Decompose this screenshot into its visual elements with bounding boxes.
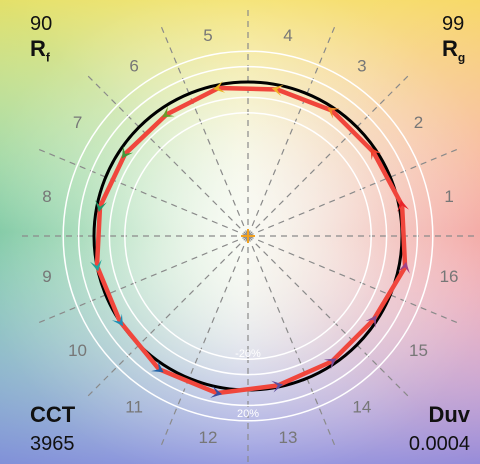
ring — [108, 96, 388, 376]
ring-label-minus20: -20% — [235, 348, 261, 360]
arrow-bin-16 — [398, 261, 410, 274]
hue-bin-dividers — [18, 6, 478, 464]
rf-metric: 90 Rf — [30, 14, 52, 63]
arrow-bin-12 — [210, 386, 223, 398]
ring — [77, 65, 419, 407]
ring-percent-labels: -20% 20% — [235, 348, 261, 420]
bin-divider — [247, 72, 412, 237]
bin-divider — [247, 235, 461, 325]
bin-divider — [159, 23, 249, 237]
arrow-bin-7 — [122, 146, 134, 159]
duv-metric: Duv 0.0004 — [408, 402, 470, 455]
ring-label-plus20: 20% — [237, 408, 259, 420]
ring — [124, 112, 372, 360]
bin-label-15: 15 — [409, 341, 428, 360]
arrow-bin-1 — [397, 200, 409, 212]
duv-label: Duv — [428, 402, 470, 427]
arrow-bin-9 — [90, 259, 102, 272]
arrow-bin-11 — [151, 361, 164, 373]
bin-label-3: 3 — [357, 57, 366, 76]
bin-label-5: 5 — [203, 26, 212, 45]
bin-divider — [35, 235, 249, 325]
bin-divider — [247, 23, 337, 237]
cct-value: 3965 — [30, 433, 75, 455]
rg-value: 99 — [442, 13, 465, 35]
bin-label-7: 7 — [73, 113, 82, 132]
bin-divider — [84, 72, 249, 237]
bin-label-9: 9 — [42, 267, 51, 286]
bin-label-8: 8 — [42, 187, 51, 206]
hue-shift-arrows — [90, 81, 410, 398]
arrow-bin-3 — [327, 107, 340, 119]
bin-label-16: 16 — [440, 267, 459, 286]
rg-label: Rg — [442, 36, 466, 65]
rf-label-main: R — [30, 36, 46, 61]
bin-label-11: 11 — [125, 397, 143, 416]
center-marker — [241, 229, 255, 243]
rg-label-main: R — [442, 36, 458, 61]
rf-value: 90 — [30, 13, 53, 35]
cct-label: CCT — [30, 402, 76, 427]
arrow-bin-6 — [162, 106, 175, 118]
rg-label-sub: g — [457, 50, 466, 65]
arrow-bin-4 — [271, 84, 284, 97]
bin-divider — [159, 235, 249, 449]
bin-label-4: 4 — [283, 26, 292, 45]
ring — [62, 50, 434, 422]
rf-label-sub: f — [45, 50, 50, 65]
arrow-bin-10 — [111, 313, 123, 327]
bin-divider — [247, 235, 412, 400]
arrow-bin-2 — [370, 147, 382, 161]
bin-divider — [247, 235, 337, 449]
bin-label-14: 14 — [352, 397, 371, 416]
bin-divider — [35, 147, 249, 237]
rf-label: Rf — [30, 36, 52, 65]
bin-divider — [84, 235, 249, 400]
bin-label-12: 12 — [199, 428, 218, 447]
arrow-bin-8 — [95, 200, 107, 212]
arrow-bin-13 — [271, 380, 284, 393]
bin-label-10: 10 — [68, 341, 87, 360]
reference-rings — [62, 50, 434, 422]
bin-label-1: 1 — [444, 187, 453, 206]
cct-metric: CCT 3965 — [30, 402, 76, 455]
bin-label-13: 13 — [279, 428, 298, 447]
duv-value: 0.0004 — [408, 433, 470, 455]
rg-metric: 99 Rg — [442, 14, 465, 63]
arrow-bin-5 — [213, 81, 226, 93]
arrow-bin-14 — [323, 358, 337, 370]
arrow-bin-15 — [365, 315, 377, 328]
bin-divider — [247, 147, 461, 237]
bin-label-2: 2 — [414, 113, 423, 132]
bin-label-6: 6 — [129, 57, 138, 76]
